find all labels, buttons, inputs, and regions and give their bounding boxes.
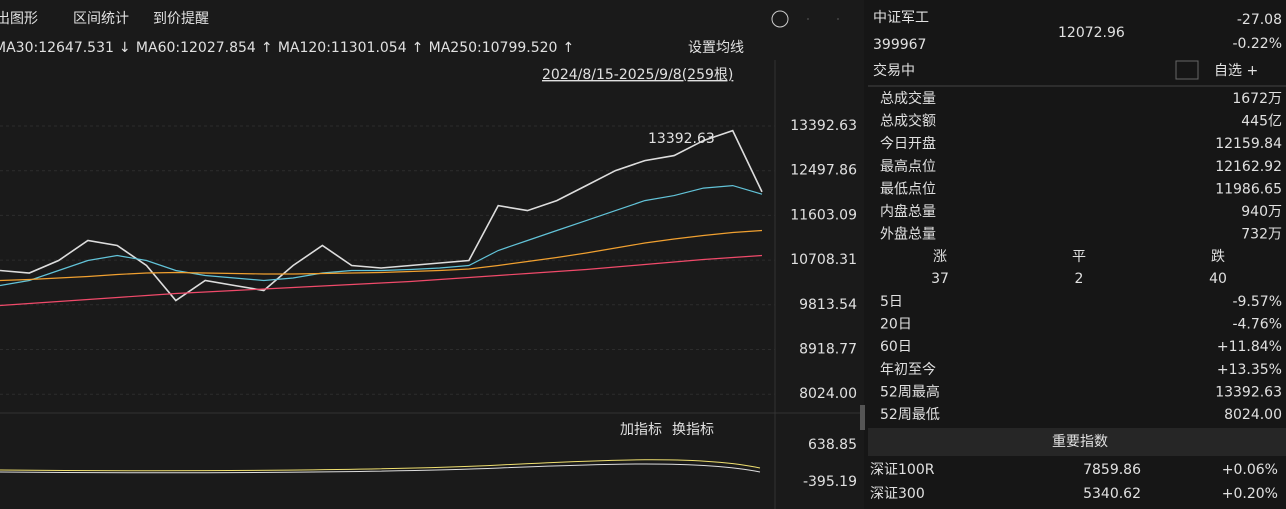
ma-label: MA120:11301.054 [278, 40, 407, 56]
toolbar-item[interactable]: 导出图形 [0, 11, 38, 27]
y-tick-label: 8918.77 [799, 342, 857, 358]
stat-label: 最低点位 [880, 181, 936, 197]
stat-value: 12162.92 [1215, 159, 1282, 175]
quote-price: 12072.96 [1058, 25, 1125, 41]
ma-label: MA250:10799.520 [429, 40, 558, 56]
breadth-value: 40 [1209, 271, 1227, 287]
indicator-button[interactable]: 换指标 [672, 421, 714, 438]
section-header [868, 428, 1286, 456]
max-label: 13392.63 [648, 131, 715, 147]
stat-label: 总成交额 [880, 113, 936, 130]
macd-line [0, 463, 761, 474]
price-line [0, 129, 763, 302]
index-pct: +0.06% [1222, 462, 1278, 478]
sub-tick-label: -395.19 [803, 474, 857, 490]
quote-change: -27.08 [1237, 12, 1282, 28]
scrollbar[interactable] [860, 405, 865, 430]
index-price: 5340.62 [1083, 486, 1141, 502]
stat-value: 12159.84 [1215, 136, 1282, 152]
stat-value: 1672万 [1232, 91, 1282, 107]
ma-arrow: ↑ [412, 40, 424, 56]
ma-label: MA60:12027.854 [136, 40, 256, 56]
sub-tick-label: 638.85 [808, 437, 857, 453]
return-value: -9.57% [1232, 294, 1282, 310]
return-value: 13392.63 [1215, 384, 1282, 400]
quote-panel [864, 0, 1286, 509]
section-title: 重要指数 [1052, 434, 1108, 450]
price-line [0, 184, 763, 287]
index-price: 7859.86 [1083, 462, 1141, 478]
price-line [0, 229, 763, 282]
return-value: +11.84% [1217, 339, 1282, 355]
stat-value: 11986.65 [1215, 181, 1282, 197]
macd-line [0, 459, 761, 472]
toolbar-item[interactable]: 到价提醒 [153, 11, 209, 27]
indicator-button[interactable]: 加指标 [620, 422, 662, 438]
price-line [0, 254, 763, 307]
watch-button[interactable]: 自选 + [1214, 63, 1258, 79]
y-tick-label: 10708.31 [790, 252, 857, 268]
return-label: 60日 [880, 339, 912, 355]
index-name[interactable]: 深证100R [870, 462, 935, 478]
breadth-value: 37 [931, 271, 949, 287]
return-value: +13.35% [1217, 362, 1282, 378]
date-range: 2024/8/15-2025/9/8(259根) [542, 67, 733, 83]
breadth-label: 平 [1072, 249, 1086, 265]
index-pct: +0.20% [1222, 486, 1278, 502]
return-label: 5日 [880, 294, 903, 310]
quote-pct: -0.22% [1232, 36, 1282, 52]
stat-value: 940万 [1241, 204, 1282, 220]
return-label: 20日 [880, 317, 912, 333]
return-value: -4.76% [1232, 317, 1282, 333]
y-tick-label: 11603.09 [790, 207, 857, 223]
y-tick-label: 12497.86 [790, 163, 857, 179]
breadth-label: 涨 [933, 249, 947, 265]
y-tick-label: 9813.54 [799, 297, 857, 313]
breadth-label: 跌 [1211, 249, 1225, 265]
toolbar-item[interactable]: 区间统计 [73, 11, 129, 27]
status: 交易中 [873, 62, 915, 79]
ma-settings[interactable]: 设置均线 [688, 40, 744, 56]
stat-label: 今日开盘 [880, 135, 936, 152]
ma-arrow: ↑ [261, 40, 273, 56]
y-tick-label: 13392.63 [790, 118, 857, 134]
y-tick-label: 8024.00 [799, 386, 857, 402]
return-label: 52周最低 [880, 407, 940, 423]
ma-label: MA30:12647.531 [0, 40, 114, 56]
ma-arrow: ↓ [119, 40, 131, 56]
return-label: 年初至今 [880, 361, 936, 378]
index-name[interactable]: 深证300 [870, 486, 925, 502]
toolbar-icon[interactable] [771, 10, 789, 28]
quote-name: 中证军工 [873, 10, 929, 26]
quote-code: 399967 [873, 37, 926, 53]
return-label: 52周最高 [880, 383, 940, 400]
return-value: 8024.00 [1224, 407, 1282, 423]
stat-label: 外盘总量 [880, 226, 936, 243]
stat-label: 最高点位 [880, 158, 936, 175]
stat-label: 总成交量 [880, 90, 936, 107]
ma-arrow: ↑ [562, 40, 574, 56]
breadth-value: 2 [1075, 271, 1084, 287]
stat-value: 732万 [1241, 227, 1282, 243]
stat-value: 445亿 [1241, 114, 1282, 130]
stat-label: 内盘总量 [880, 203, 936, 220]
alert-button[interactable] [1175, 60, 1199, 80]
